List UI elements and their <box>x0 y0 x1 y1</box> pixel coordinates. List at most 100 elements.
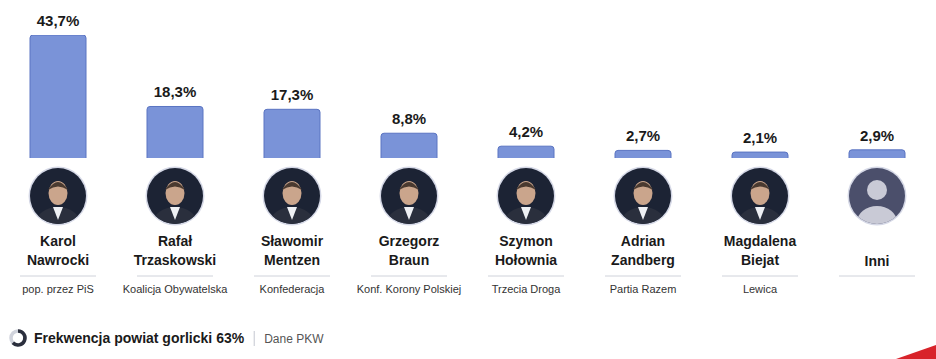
data-label: 4,2% <box>509 123 543 140</box>
avatar-head <box>283 181 302 205</box>
turnout-arc <box>13 331 25 345</box>
turnout-value: 63% <box>216 330 245 346</box>
avatar-figure <box>36 181 80 239</box>
avatar-ring <box>614 167 673 226</box>
separator <box>371 276 447 277</box>
avatar-bg <box>147 168 203 224</box>
category-line: Zandberg <box>611 252 675 268</box>
category-line: Adrian <box>621 233 665 249</box>
category-line: Karol <box>40 233 76 249</box>
party-label: Trzecia Droga <box>492 283 562 295</box>
source: Dane PKW <box>264 332 324 346</box>
avatar-shirt <box>53 207 63 220</box>
avatar-hair <box>282 182 302 190</box>
category-line: Magdalena <box>724 233 797 249</box>
category-label: MagdalenaBiejat <box>724 233 797 268</box>
avatar-figure <box>621 181 665 239</box>
avatar-head <box>751 181 770 205</box>
avatar-figure <box>738 181 782 239</box>
chart: 43,7% Karol Nawrocki pop. przez PiS 18,3% Raf… <box>0 0 936 359</box>
avatar-shirt <box>170 207 180 220</box>
avatar-figure <box>153 181 197 239</box>
avatar-bg <box>30 168 86 224</box>
data-label: 2,1% <box>743 129 777 146</box>
separator <box>488 276 564 277</box>
bar <box>615 150 671 158</box>
avatar-shirt <box>755 207 765 220</box>
bar <box>30 35 86 158</box>
category-label: SławomirMentzen <box>261 233 324 268</box>
avatar-figure <box>504 181 548 239</box>
data-label: 18,3% <box>154 83 197 100</box>
avatar-body <box>857 206 897 238</box>
party-label: Konfederacja <box>260 283 326 295</box>
category-line: Hołownia <box>495 252 557 268</box>
turnout-track <box>11 331 25 345</box>
avatar-ring <box>29 167 88 226</box>
separator <box>839 276 915 277</box>
category-label: Grzegorz Braun <box>379 233 440 268</box>
bar <box>381 133 437 158</box>
separator <box>137 276 213 277</box>
avatar-hair <box>633 182 653 190</box>
avatar-head <box>634 181 653 205</box>
category-line: Nawrocki <box>27 252 89 268</box>
avatar-bg <box>498 168 554 224</box>
data-label: 2,7% <box>626 127 660 144</box>
category-label: Rafał Trzaskowski <box>134 233 217 268</box>
category-line: Szymon <box>499 233 553 249</box>
avatar-figure <box>387 181 431 239</box>
avatar-head <box>867 180 887 200</box>
avatar-head <box>400 181 419 205</box>
bar <box>264 109 320 158</box>
avatar-ring <box>146 167 205 226</box>
avatar-shirt <box>638 207 648 220</box>
avatar-ring <box>731 167 790 226</box>
avatar-ring <box>497 167 556 226</box>
category-line: Braun <box>389 252 429 268</box>
party-label: Konf. Korony Polskiej <box>357 283 462 295</box>
bars <box>30 35 905 158</box>
avatar-ring <box>263 167 322 226</box>
avatar-hair <box>750 182 770 190</box>
footer: Frekwencja powiat gorlicki63%Dane PKW <box>11 330 324 346</box>
bar <box>849 150 905 158</box>
category-line: Rafał <box>158 233 192 249</box>
separator <box>722 276 798 277</box>
category-line: Mentzen <box>264 252 320 268</box>
corner-accent <box>896 345 936 359</box>
avatar-bg <box>381 168 437 224</box>
bar <box>498 146 554 158</box>
labels: 43,7% Karol Nawrocki pop. przez PiS 18,3% Raf… <box>20 12 915 295</box>
category-line: Grzegorz <box>379 233 440 249</box>
avatar-bg <box>732 168 788 224</box>
category-line: Inni <box>865 253 890 269</box>
separator <box>20 276 96 277</box>
avatar-shirt <box>404 207 414 220</box>
data-label: 17,3% <box>271 86 314 103</box>
bar <box>147 106 203 158</box>
category-label: Adrian Zandberg <box>611 233 675 268</box>
avatar-figure <box>857 180 897 238</box>
category-label: Inni <box>865 253 890 269</box>
avatar-shirt <box>521 207 531 220</box>
party-label: pop. przez PiS <box>22 283 94 295</box>
avatar-shirt <box>287 207 297 220</box>
avatar <box>848 167 907 239</box>
party-label: Lewica <box>743 283 778 295</box>
category-label: Karol Nawrocki <box>27 233 89 268</box>
avatar <box>614 167 673 240</box>
separator <box>254 276 330 277</box>
data-label: 43,7% <box>37 12 80 29</box>
separator <box>605 276 681 277</box>
avatar-ring <box>380 167 439 226</box>
category-line: Trzaskowski <box>134 252 217 268</box>
avatar <box>29 167 88 240</box>
avatar-bg <box>264 168 320 224</box>
avatar-bg <box>615 168 671 224</box>
avatar-hair <box>165 182 185 190</box>
avatar-head <box>166 181 185 205</box>
avatar-hair <box>48 182 68 190</box>
bar <box>732 152 788 158</box>
avatar-head <box>49 181 68 205</box>
